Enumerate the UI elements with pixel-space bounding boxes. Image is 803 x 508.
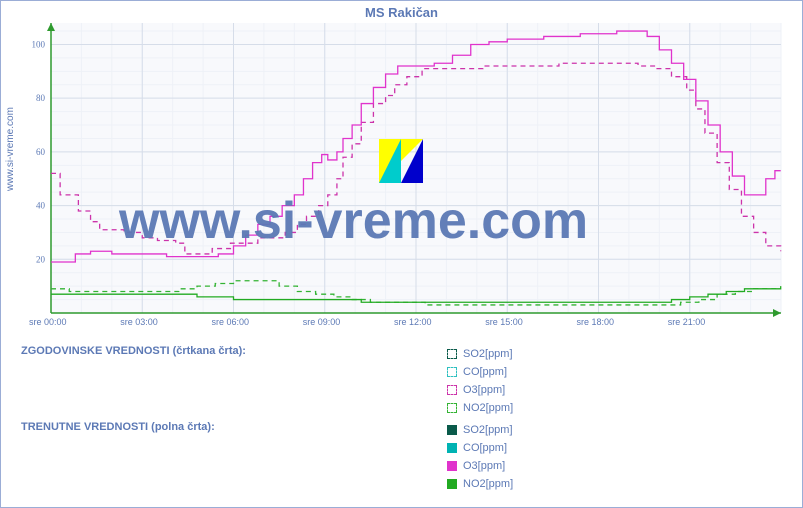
legend-row-no2: NO2[ppm] <box>447 475 513 493</box>
legend-row-o3: O3[ppm] <box>447 381 513 399</box>
legend-swatch-icon <box>447 349 457 359</box>
section-current-title: TRENUTNE VREDNOSTI (polna črta): <box>21 421 215 433</box>
x-tick-label: sre 18:00 <box>577 317 615 327</box>
legend-row-co: CO[ppm] <box>447 439 513 457</box>
chart-frame: MS Rakičan www.si-vreme.com 20406080100 … <box>0 0 803 508</box>
legend-label: NO2[ppm] <box>463 478 513 490</box>
legend-row-no2: NO2[ppm] <box>447 399 513 417</box>
x-tick-label: sre 00:00 <box>29 317 67 327</box>
legend-swatch-icon <box>447 461 457 471</box>
x-tick-label: sre 15:00 <box>485 317 523 327</box>
legend-label: O3[ppm] <box>463 384 505 396</box>
section-historical-title: ZGODOVINSKE VREDNOSTI (črtkana črta): <box>21 345 246 357</box>
legend-row-o3: O3[ppm] <box>447 457 513 475</box>
svg-text:60: 60 <box>36 147 46 157</box>
svg-text:20: 20 <box>36 254 46 264</box>
y-axis-label: www.si-vreme.com <box>5 107 16 191</box>
x-tick-label: sre 12:00 <box>394 317 432 327</box>
legend-swatch-icon <box>447 479 457 489</box>
x-tick-label: sre 03:00 <box>120 317 158 327</box>
legend-swatch-icon <box>447 385 457 395</box>
svg-text:100: 100 <box>32 39 46 49</box>
legend-label: SO2[ppm] <box>463 424 513 436</box>
svg-text:40: 40 <box>36 201 46 211</box>
site-logo-icon <box>379 139 423 183</box>
legend-label: NO2[ppm] <box>463 402 513 414</box>
legend-label: CO[ppm] <box>463 442 507 454</box>
x-tick-label: sre 09:00 <box>303 317 341 327</box>
chart-title: MS Rakičan <box>1 1 802 20</box>
legend-label: O3[ppm] <box>463 460 505 472</box>
legend-swatch-icon <box>447 403 457 413</box>
x-tick-label: sre 21:00 <box>668 317 706 327</box>
legend-row-so2: SO2[ppm] <box>447 421 513 439</box>
legend-swatch-icon <box>447 367 457 377</box>
legend-swatch-icon <box>447 425 457 435</box>
legend-row-co: CO[ppm] <box>447 363 513 381</box>
x-tick-labels: sre 00:00sre 03:00sre 06:00sre 09:00sre … <box>51 317 781 331</box>
svg-text:80: 80 <box>36 93 46 103</box>
legend-swatch-icon <box>447 443 457 453</box>
logo-svg <box>379 139 423 183</box>
legend-label: SO2[ppm] <box>463 348 513 360</box>
legend-current: SO2[ppm] CO[ppm] O3[ppm] NO2[ppm] <box>447 421 513 493</box>
legend-historical: SO2[ppm] CO[ppm] O3[ppm] NO2[ppm] <box>447 345 513 417</box>
legend-label: CO[ppm] <box>463 366 507 378</box>
x-tick-label: sre 06:00 <box>212 317 250 327</box>
legend-row-so2: SO2[ppm] <box>447 345 513 363</box>
